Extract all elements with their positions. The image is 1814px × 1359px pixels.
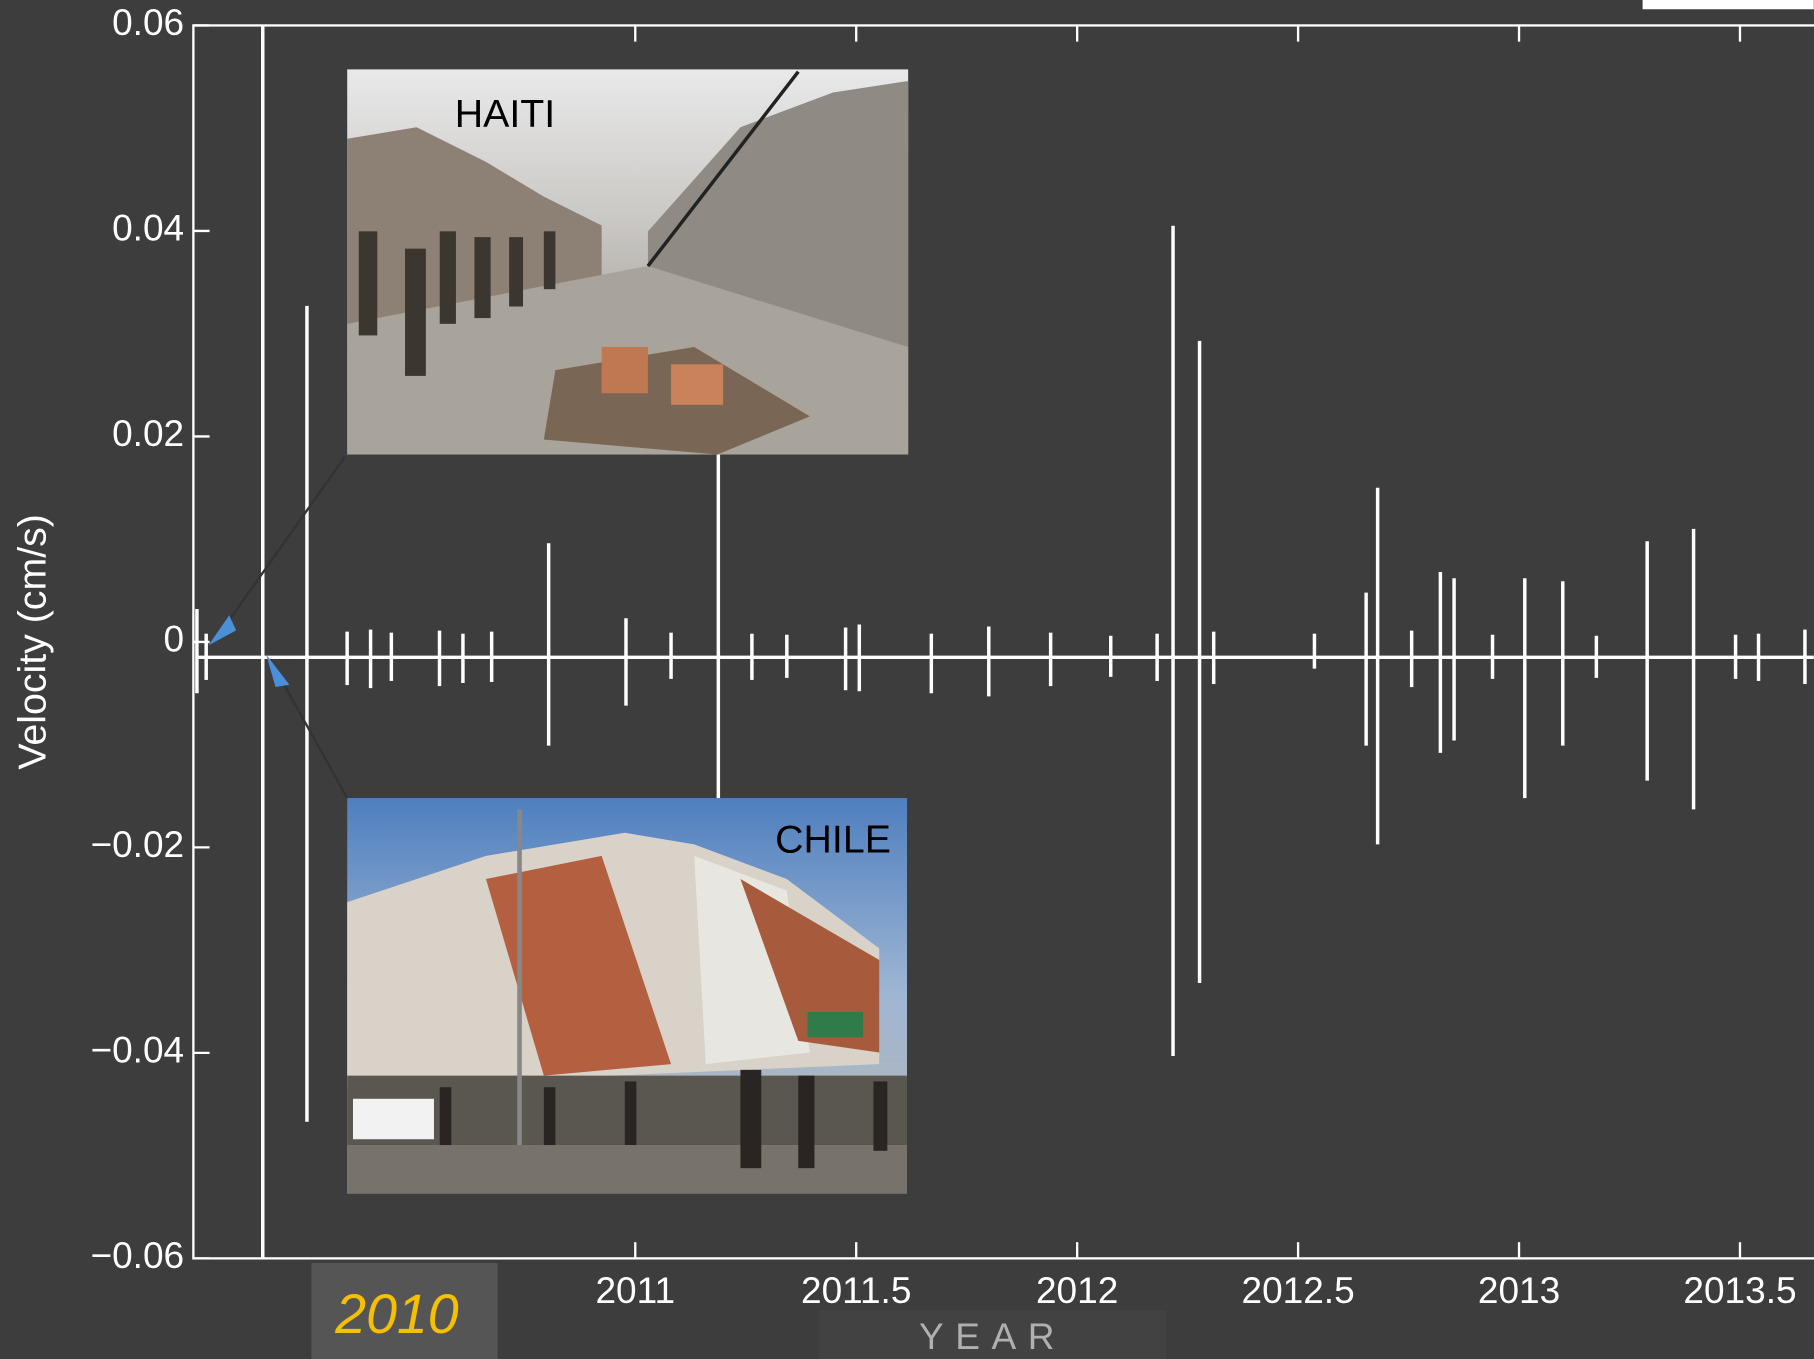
y-tick-label: −0.04 [91, 1029, 185, 1071]
x-axis-label: YEAR [919, 1315, 1066, 1357]
photo-label: HAITI [455, 92, 555, 136]
x-tick-label: 2012.5 [1242, 1269, 1355, 1311]
x-tick-label: 2011.5 [801, 1269, 911, 1311]
connectors [208, 456, 349, 799]
y-axis-label: Velocity (cm/s) [10, 514, 54, 770]
year-box [311, 1263, 498, 1359]
y-tick-label: 0.02 [112, 412, 184, 454]
x-tick-label: 2011 [595, 1269, 675, 1311]
x-label-box [819, 1310, 1167, 1359]
photo-haiti: HAITI [347, 69, 909, 455]
plot-area [195, 25, 1814, 1259]
axes: −0.06 −0.04 −0.02 0 0.02 0.04 0.06 2011 2011.5 20… [91, 1, 1814, 1311]
x-tick-label: 2013.5 [1683, 1269, 1796, 1311]
y-tick-label: 0.06 [112, 1, 184, 43]
y-tick-label: 0 [164, 618, 185, 660]
x-tick-label: 2013 [1478, 1269, 1560, 1311]
photo-chile: CHILE [347, 798, 908, 1194]
y-tick-label: −0.02 [91, 823, 185, 865]
logo-fragment [1642, 0, 1814, 10]
x-tick-label: 2012 [1036, 1269, 1118, 1311]
photo-label: CHILE [775, 817, 891, 861]
y-tick-label: 0.04 [112, 207, 184, 249]
y-tick-label: −0.06 [91, 1234, 185, 1276]
start-year-label: 2010 [334, 1283, 459, 1345]
